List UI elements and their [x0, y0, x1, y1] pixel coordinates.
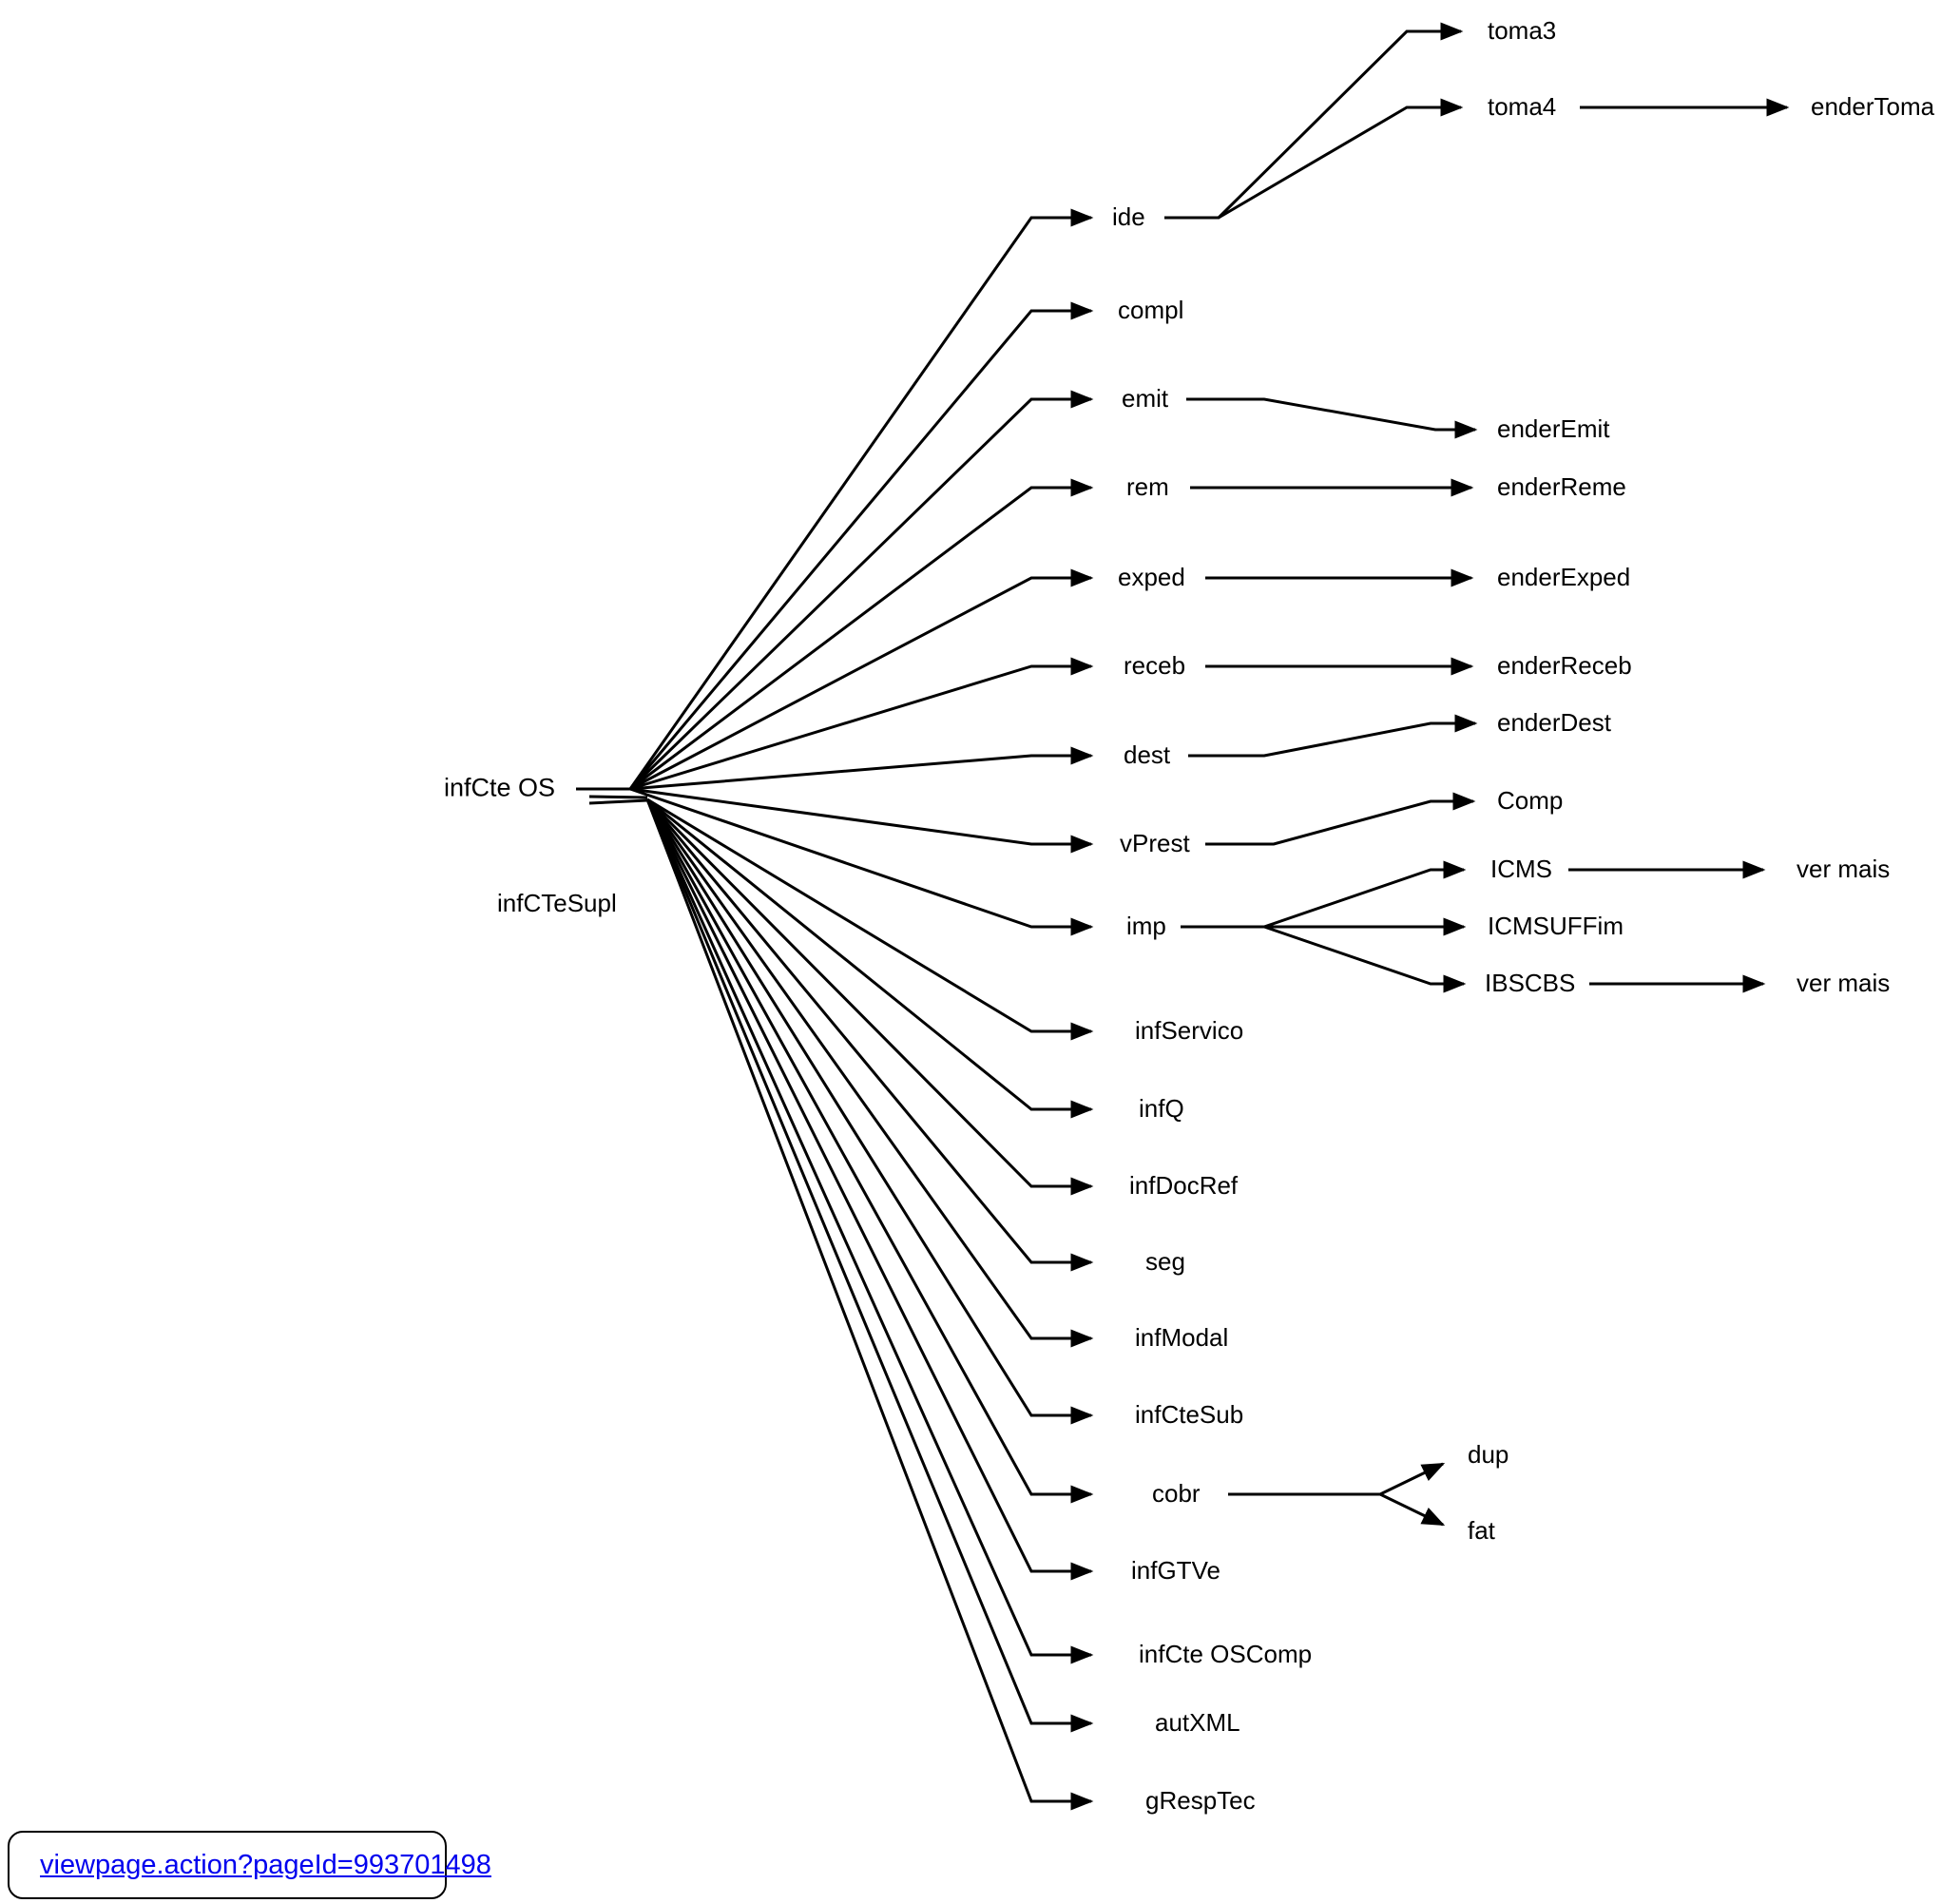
node-gresptec: gRespTec	[1145, 1785, 1256, 1815]
edge-root-rem	[629, 478, 1094, 791]
node-enderemit: enderEmit	[1497, 413, 1610, 443]
node-comp: Comp	[1497, 785, 1564, 815]
node-infcte-os: infCte OS	[444, 773, 556, 802]
node-ide: ide	[1112, 202, 1145, 231]
edge-root-infdocref	[645, 798, 1094, 1196]
edge-root-imp	[629, 787, 1094, 936]
node-vermais-ibscbs: ver mais	[1797, 968, 1891, 997]
footer-link[interactable]: viewpage.action?pageId=993701498	[40, 1849, 491, 1880]
node-vermais-icms: ver mais	[1797, 854, 1891, 883]
node-infmodal: infModal	[1135, 1322, 1229, 1352]
edge-root-infcteoscomp	[645, 798, 1094, 1664]
node-fat: fat	[1468, 1515, 1495, 1545]
node-exped: exped	[1118, 562, 1185, 591]
node-infctesupl: infCTeSupl	[497, 888, 617, 917]
edge-emit-enderemit	[1186, 397, 1478, 439]
node-infctesub: infCteSub	[1135, 1399, 1244, 1429]
edge-root-compl	[628, 301, 1094, 790]
edge-root-infservico	[646, 798, 1094, 1041]
node-infq: infQ	[1139, 1093, 1184, 1123]
node-rem: rem	[1126, 471, 1169, 501]
node-infservico: infServico	[1135, 1015, 1244, 1045]
node-infdocref: infDocRef	[1129, 1170, 1239, 1200]
node-receb: receb	[1124, 650, 1186, 680]
edge-root-infctesub	[645, 798, 1094, 1425]
edge-root-infgtve	[645, 798, 1094, 1581]
node-emit: emit	[1122, 383, 1169, 413]
node-autxml: autXML	[1155, 1707, 1240, 1737]
edge-root-autxml	[645, 798, 1094, 1733]
node-enderexped: enderExped	[1497, 562, 1631, 591]
edge-vprest-comp	[1205, 792, 1476, 846]
edge-imp-ibscbs	[1181, 925, 1467, 993]
node-infgtve: infGTVe	[1131, 1555, 1220, 1585]
footer-link-box[interactable]: viewpage.action?pageId=993701498	[8, 1831, 491, 1899]
edge-root-ide	[628, 208, 1094, 790]
node-dest: dest	[1124, 740, 1171, 769]
edge-root-stub-2	[588, 795, 648, 799]
node-toma3: toma3	[1488, 15, 1557, 45]
node-cobr: cobr	[1152, 1478, 1201, 1508]
node-endertoma: enderToma	[1811, 91, 1935, 121]
edge-dest-enderdest	[1188, 714, 1478, 758]
node-compl: compl	[1118, 295, 1184, 324]
edge-root-emit	[628, 390, 1094, 791]
edge-root-vprest	[629, 787, 1094, 854]
node-icms: ICMS	[1490, 854, 1552, 883]
edge-root-gresptec	[645, 798, 1094, 1811]
node-toma4: toma4	[1488, 91, 1557, 121]
node-dup: dup	[1468, 1439, 1509, 1469]
edge-ide-toma4	[1218, 98, 1464, 220]
edge-root-stub-3	[588, 798, 648, 805]
edge-root-receb	[629, 657, 1094, 791]
edge-ide-toma3	[1164, 22, 1464, 220]
edge-root-infq	[646, 798, 1094, 1119]
edge-root-exped	[629, 568, 1094, 791]
edge-cobr-fat	[1379, 1492, 1446, 1527]
edge-root-cobr	[645, 798, 1094, 1504]
edge-imp-icms	[1181, 860, 1467, 929]
edge-root-seg	[645, 798, 1094, 1272]
node-vprest: vPrest	[1120, 828, 1190, 857]
edge-cobr-dup	[1379, 1462, 1446, 1496]
edge-root-dest	[629, 746, 1094, 791]
node-enderreme: enderReme	[1497, 471, 1626, 501]
node-infcteoscomp: infCte OSComp	[1139, 1639, 1313, 1668]
node-enderreceb: enderReceb	[1497, 650, 1632, 680]
node-icmsuffim: ICMSUFFim	[1488, 911, 1624, 940]
node-imp: imp	[1126, 911, 1166, 940]
node-ibscbs: IBSCBS	[1485, 968, 1576, 997]
node-seg: seg	[1145, 1246, 1185, 1276]
edge-root-infmodal	[645, 798, 1094, 1348]
node-enderdest: enderDest	[1497, 707, 1611, 737]
